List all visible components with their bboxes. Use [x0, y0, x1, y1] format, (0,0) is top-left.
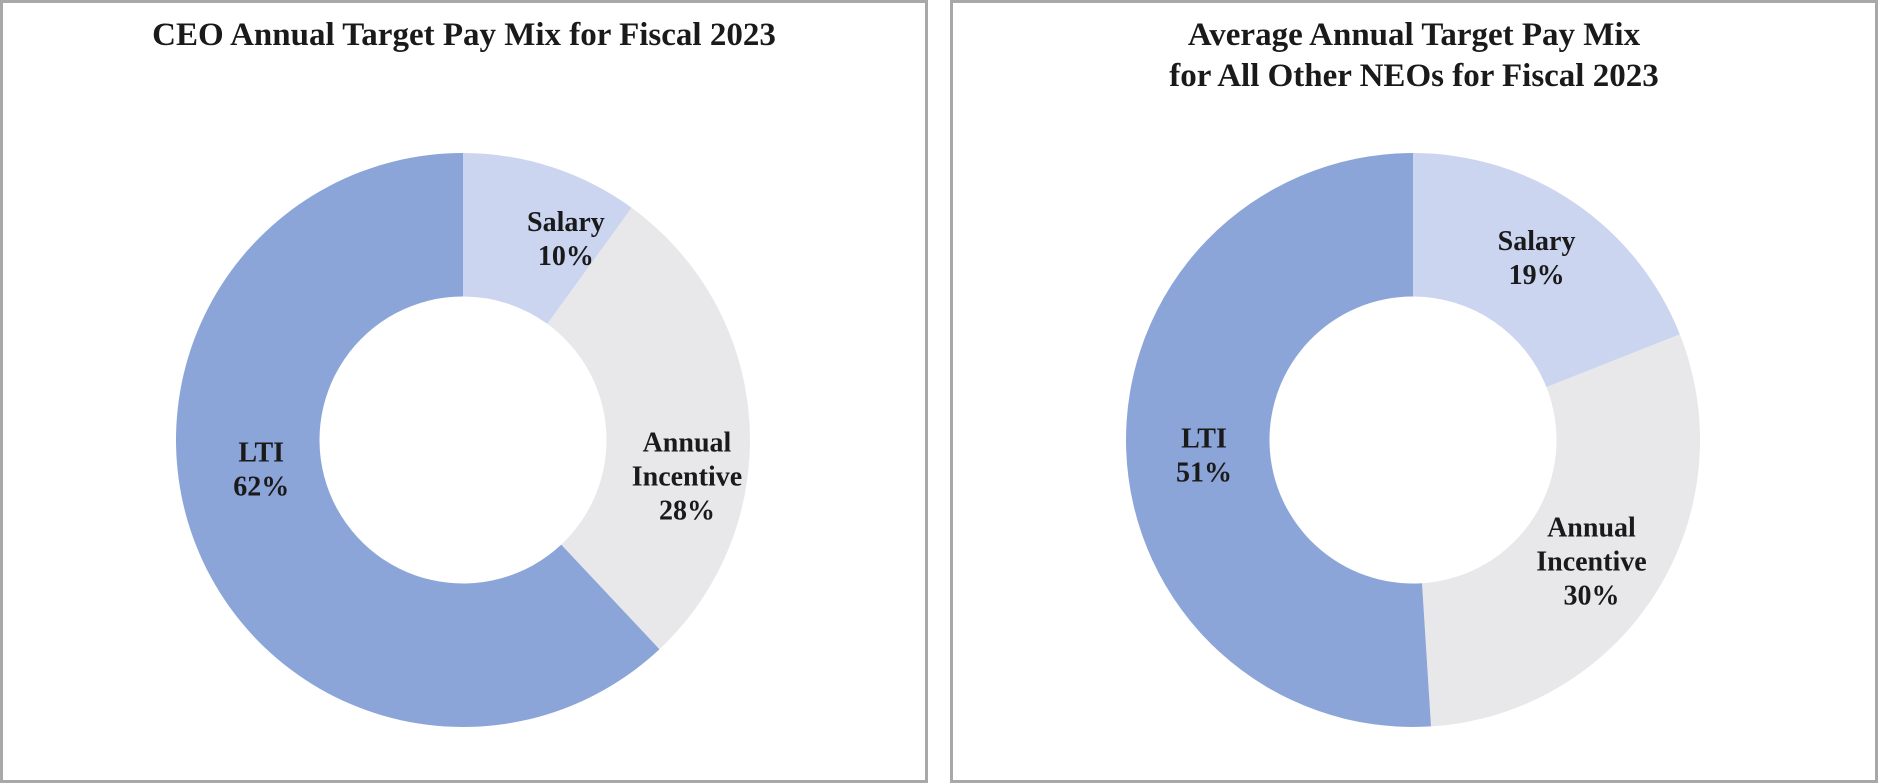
- neo-chart-title: Average Annual Target Pay Mix for All Ot…: [1169, 17, 1659, 94]
- ceo-pay-mix-panel: CEO Annual Target Pay Mix for Fiscal 202…: [0, 0, 928, 783]
- segment-label-lti: LTI 51%: [1176, 424, 1232, 489]
- donut-segment-annual-incentive: [1422, 334, 1700, 727]
- ceo-pay-mix-donut-chart: Salary 10% Annual Incentive 28% LTI 62%: [176, 153, 750, 727]
- segment-label-lti: LTI 62%: [233, 437, 289, 502]
- donut-segment-salary: [1413, 153, 1680, 388]
- segment-label-salary: Salary 10%: [527, 207, 605, 272]
- donut-segment-lti: [1125, 153, 1432, 727]
- donut-segment-annual-incentive: [547, 207, 750, 650]
- donut-segment-salary: [463, 153, 632, 324]
- neo-pay-mix-panel: Average Annual Target Pay Mix for All Ot…: [950, 0, 1878, 783]
- segment-label-annual-incentive: Annual Incentive 28%: [632, 427, 742, 526]
- segment-label-salary: Salary 19%: [1498, 226, 1576, 291]
- ceo-chart-title: CEO Annual Target Pay Mix for Fiscal 202…: [152, 17, 776, 53]
- segment-label-annual-incentive: Annual Incentive 30%: [1536, 512, 1646, 611]
- donut-segment-lti: [176, 153, 660, 727]
- neo-pay-mix-donut-chart: Salary 19% Annual Incentive 30% LTI 51%: [1125, 153, 1700, 727]
